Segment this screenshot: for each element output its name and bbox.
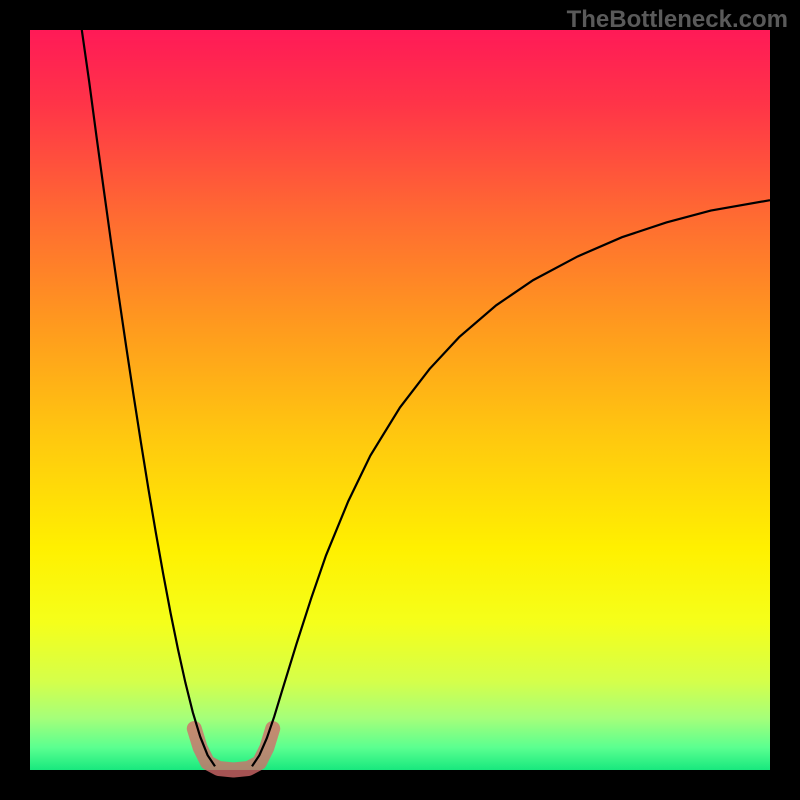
chart-frame: TheBottleneck.com	[0, 0, 800, 800]
watermark-text: TheBottleneck.com	[567, 6, 788, 34]
plot-background	[30, 30, 770, 770]
bottleneck-chart	[0, 0, 800, 800]
